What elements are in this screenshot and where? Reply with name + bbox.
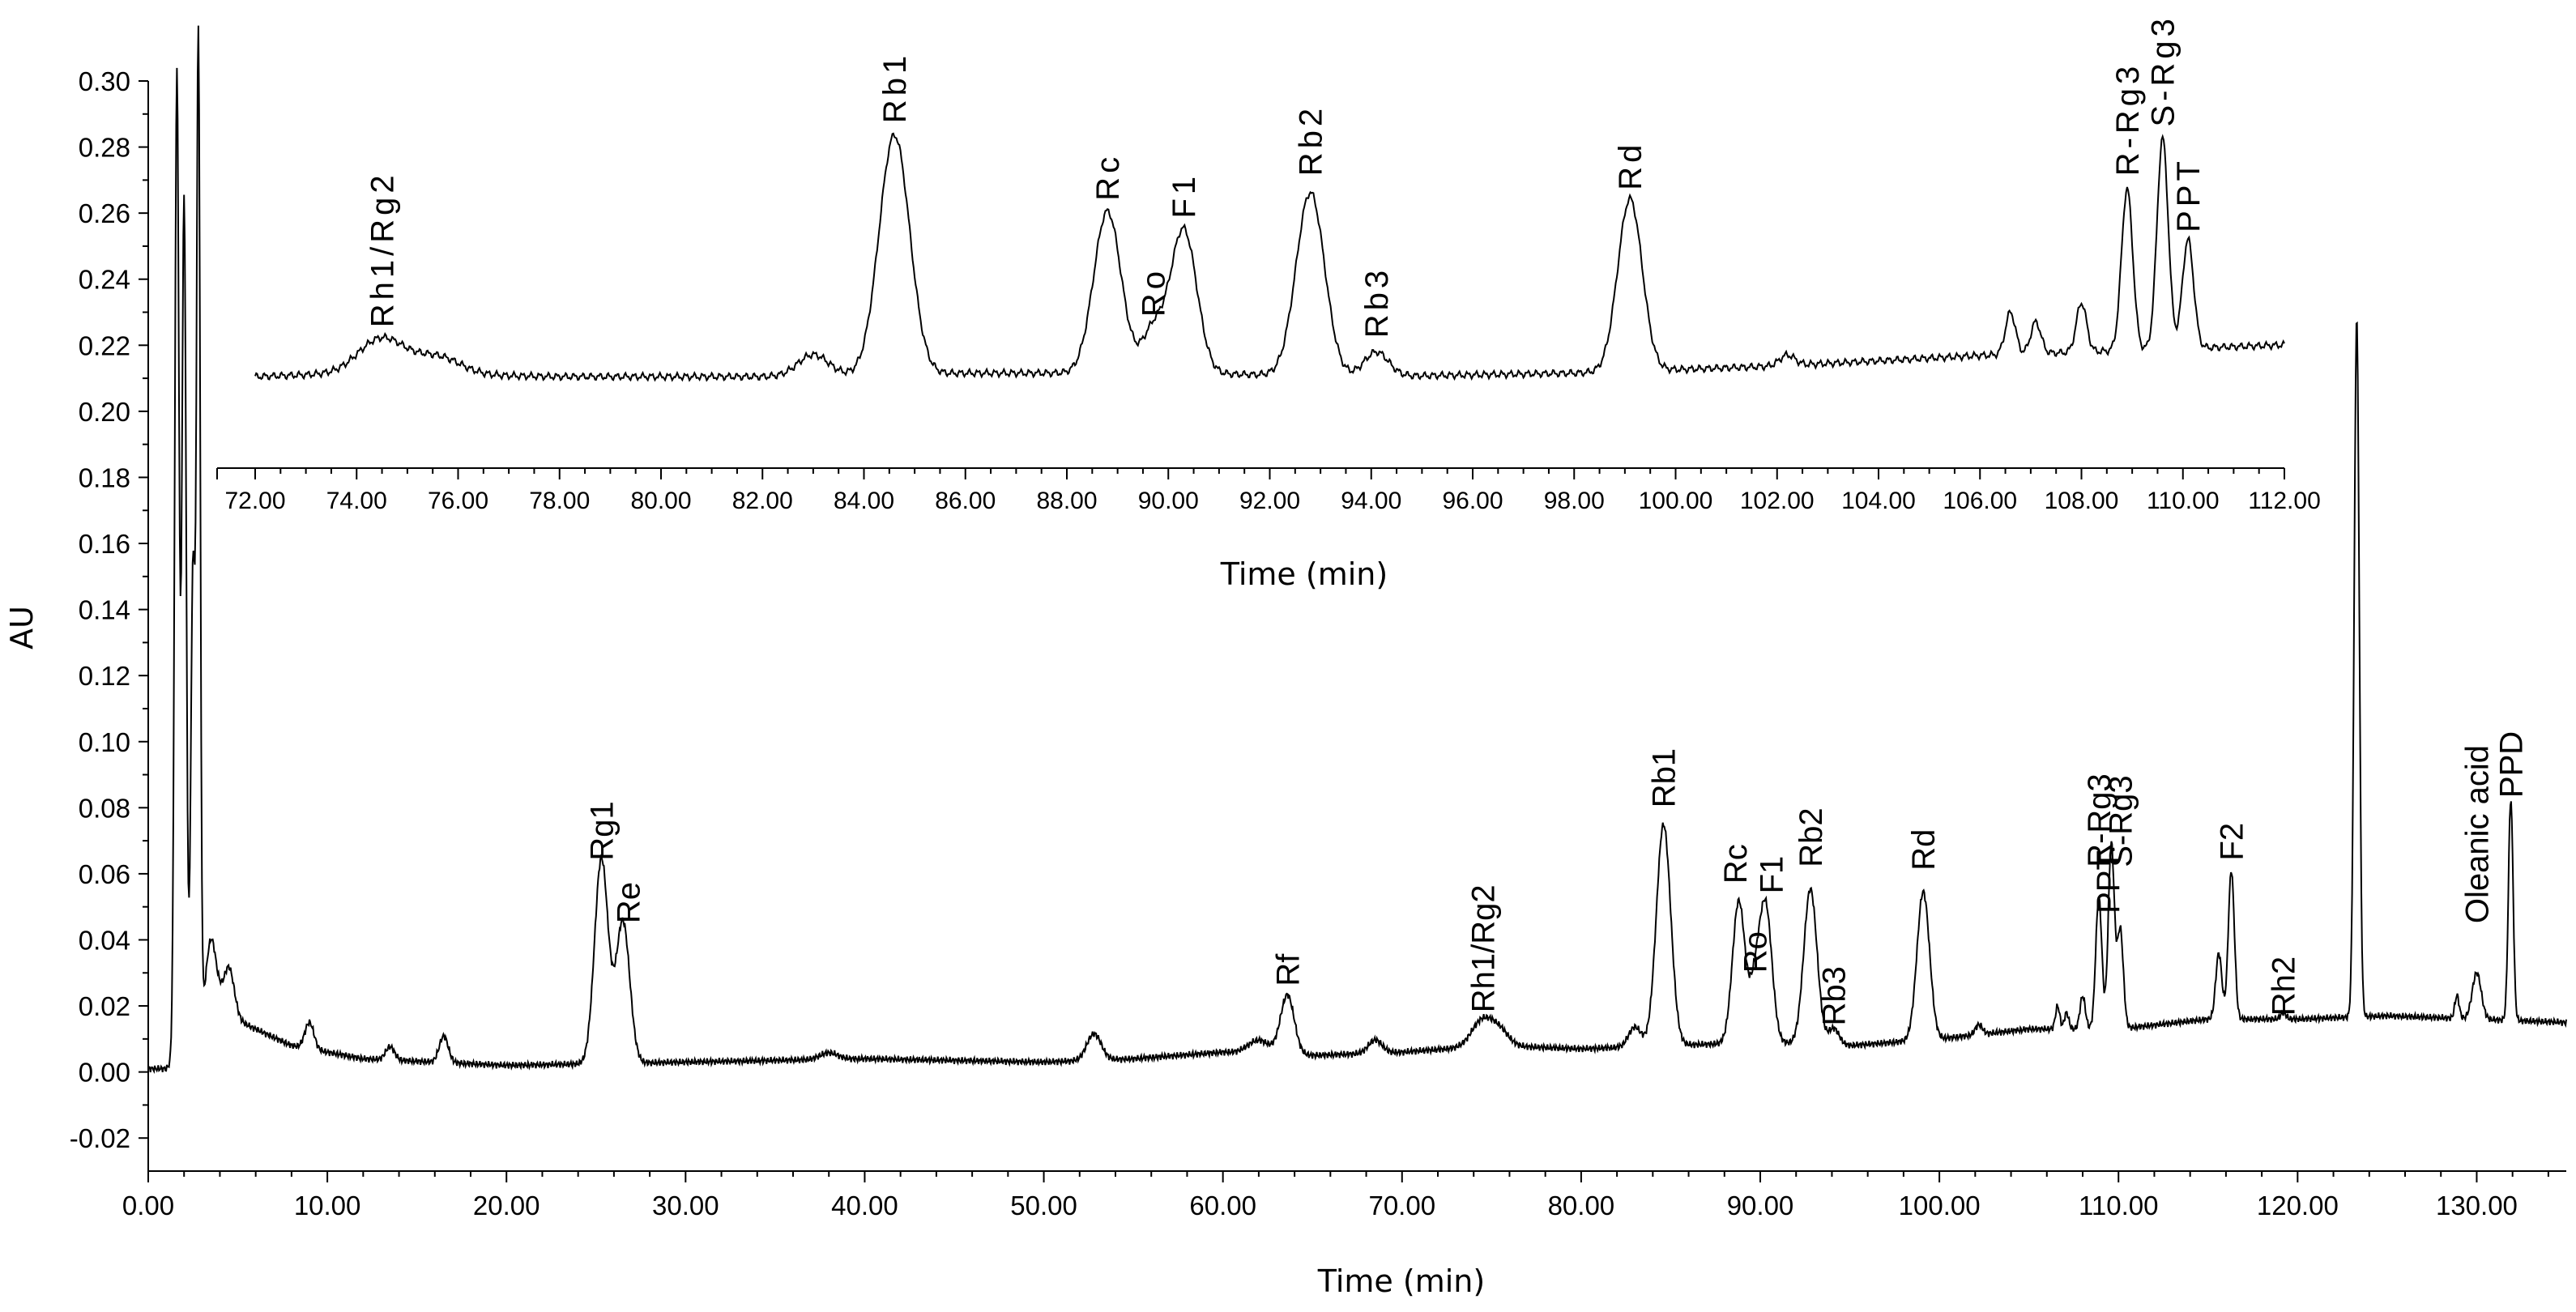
inset-x-tick-label: 92.00: [1239, 488, 1300, 514]
main-y-tick-label: 0.02: [79, 991, 130, 1021]
inset-x-tick-label: 88.00: [1036, 488, 1097, 514]
inset-peak-label: Ro: [1137, 267, 1172, 317]
main-peak-label: Rb2: [1793, 807, 1829, 867]
main-peak-label: Oleanic acid: [2459, 745, 2495, 923]
main-peak-label: Rc: [1718, 844, 1754, 884]
main-x-tick-label: 20.00: [473, 1191, 540, 1220]
main-y-tick-label: 0.22: [79, 330, 130, 360]
main-x-tick-label: 90.00: [1727, 1191, 1794, 1220]
main-y-axis-title: AU: [4, 606, 40, 650]
main-peak-label: Rb3: [1817, 966, 1853, 1025]
main-x-tick-label: 40.00: [831, 1191, 898, 1220]
main-peak-label: Rh2: [2267, 956, 2302, 1016]
inset-x-tick-label: 102.00: [1740, 488, 1815, 514]
inset-x-tick-label: 100.00: [1639, 488, 1713, 514]
inset-plot: 72.00 74.00 76.00 78.00 80.00 82.00 84.00 86.00…: [216, 15, 2321, 592]
inset-peak-label: Rc: [1090, 153, 1126, 201]
inset-x-tick-label: 98.00: [1544, 488, 1605, 514]
inset-x-tick-label: 82.00: [732, 488, 793, 514]
inset-x-tick-label: 84.00: [834, 488, 894, 514]
main-x-tick-label: 0.00: [122, 1191, 174, 1220]
main-y-tick-label: 0.08: [79, 793, 130, 823]
main-x-tick-label: 80.00: [1548, 1191, 1615, 1220]
inset-x-tick-label: 110.00: [2147, 488, 2220, 514]
main-peak-label: Rd: [1906, 829, 1942, 871]
inset-x-tick-label: 72.00: [224, 488, 285, 514]
main-peak-label: F2: [2215, 823, 2250, 861]
inset-peak-label: R-Rg3: [2110, 62, 2146, 177]
inset-x-axis-title: Time (min): [1220, 556, 1388, 592]
inset-peak-label: Rb3: [1359, 266, 1395, 338]
main-y-tick-label: 0.14: [79, 595, 130, 625]
main-y-tick-label: 0.12: [79, 661, 130, 691]
main-y-tick-label: 0.28: [79, 133, 130, 163]
inset-peak-labels: Rh1/Rg2 Rb1 Rc Ro F1 Rb2 Rb3 Rd R-Rg3 S-Rg3 PPT: [365, 15, 2207, 338]
inset-peak-label: S-Rg3: [2146, 15, 2181, 126]
main-plot: -0.02 0.00 0.02 0.04 0.06 0.08 0.10 0.12 0.14 0.1…: [4, 25, 2567, 1299]
main-x-tick-label: 120.00: [2257, 1191, 2339, 1220]
main-x-ticks: 0.00 10.00 20.00 30.00 40.00 50.00 60.00 70.00 8…: [122, 1171, 2549, 1220]
inset-x-tick-label: 94.00: [1341, 488, 1401, 514]
main-peak-label: Ro: [1738, 931, 1773, 973]
main-y-tick-label: 0.30: [79, 66, 130, 96]
inset-peak-label: Rh1/Rg2: [365, 171, 401, 327]
main-y-tick-label: 0.04: [79, 925, 130, 955]
inset-x-ticks: 72.00 74.00 76.00 78.00 80.00 82.00 84.00 86.00…: [216, 468, 2321, 514]
main-x-axis-title: Time (min): [1317, 1263, 1485, 1299]
main-x-tick-label: 50.00: [1010, 1191, 1077, 1220]
main-x-tick-label: 110.00: [2079, 1191, 2158, 1220]
inset-x-tick-label: 106.00: [1943, 488, 2017, 514]
main-peak-label: F1: [1754, 856, 1789, 894]
inset-x-tick-label: 76.00: [428, 488, 488, 514]
main-y-tick-label: -0.02: [70, 1123, 130, 1153]
main-x-tick-label: 70.00: [1368, 1191, 1435, 1220]
main-y-tick-label: 0.24: [79, 265, 130, 295]
inset-peak-label: Rb1: [877, 52, 913, 123]
main-y-ticks: -0.02 0.00 0.02 0.04 0.06 0.08 0.10 0.12 0.14 0.1…: [70, 66, 148, 1153]
main-peak-label: Rf: [1270, 953, 1306, 986]
main-peak-label: S-Rg3: [2103, 775, 2139, 867]
inset-peak-label: F1: [1166, 173, 1202, 219]
main-peak-label: Rh1/Rg2: [1465, 884, 1501, 1012]
main-peak-label: Rg1: [584, 801, 620, 860]
inset-x-tick-label: 80.00: [630, 488, 691, 514]
main-peak-label: PPT: [2091, 850, 2126, 914]
main-y-tick-label: 0.20: [79, 397, 130, 427]
inset-peak-label: Rd: [1613, 141, 1648, 190]
main-x-tick-label: 100.00: [1899, 1191, 1981, 1220]
main-y-tick-label: 0.06: [79, 859, 130, 889]
inset-x-tick-label: 112.00: [2248, 488, 2321, 514]
main-y-tick-label: 0.26: [79, 198, 130, 228]
inset-x-tick-label: 74.00: [326, 488, 387, 514]
main-peak-label: Rb1: [1647, 748, 1683, 807]
main-y-tick-label: 0.00: [79, 1058, 130, 1088]
main-x-tick-label: 60.00: [1189, 1191, 1256, 1220]
main-peak-label: PPD: [2494, 731, 2530, 798]
main-peak-label: R-Rg3: [2082, 773, 2118, 867]
inset-x-tick-label: 104.00: [1841, 488, 1916, 514]
inset-x-tick-label: 96.00: [1442, 488, 1503, 514]
inset-trace-line: [254, 132, 2285, 382]
main-x-tick-label: 30.00: [652, 1191, 719, 1220]
inset-x-tick-label: 86.00: [935, 488, 996, 514]
inset-peak-label: PPT: [2171, 157, 2207, 232]
main-peak-label: Re: [612, 882, 647, 923]
main-x-tick-label: 10.00: [294, 1191, 361, 1220]
inset-x-tick-label: 78.00: [529, 488, 590, 514]
inset-x-tick-label: 90.00: [1138, 488, 1199, 514]
main-y-tick-label: 0.10: [79, 727, 130, 757]
main-trace-line: [147, 25, 2567, 1075]
main-y-tick-label: 0.18: [79, 462, 130, 492]
main-x-tick-label: 130.00: [2436, 1191, 2518, 1220]
main-y-tick-label: 0.16: [79, 529, 130, 559]
inset-x-tick-label: 108.00: [2045, 488, 2119, 514]
inset-peak-label: Rb2: [1294, 104, 1329, 176]
